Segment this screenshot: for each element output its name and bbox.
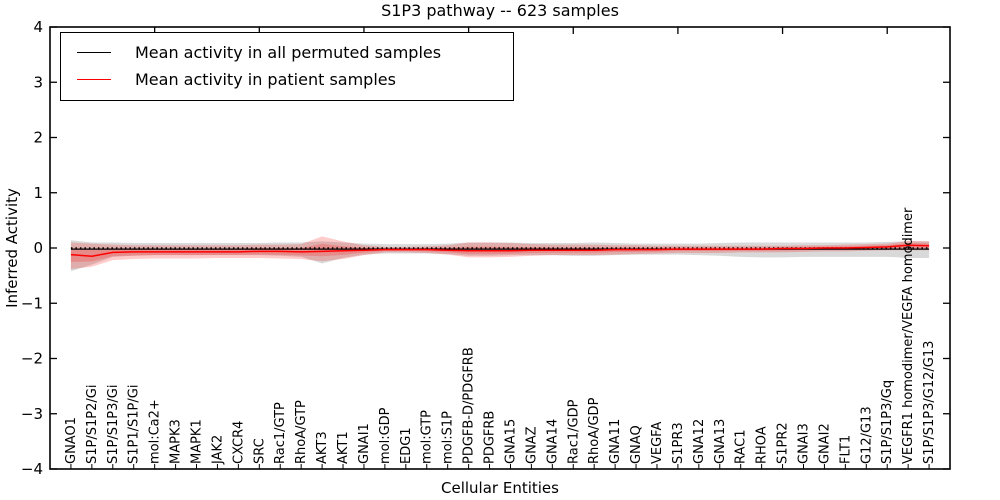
x-tick-label: PDGFB-D/PDGFRB: [462, 347, 477, 464]
x-tick-label: GNAO1: [64, 417, 79, 464]
x-tick-label: RhoA/GDP: [587, 397, 602, 464]
x-tick-label: AKT3: [315, 431, 330, 464]
patient-mean-line: [70, 244, 930, 258]
x-tick-label: GNA12: [692, 419, 707, 464]
x-tick-label: MAPK1: [190, 419, 205, 464]
x-tick-label: GNA13: [713, 419, 728, 464]
x-tick-label: MAPK3: [169, 419, 184, 464]
legend: Mean activity in all permuted samples Me…: [60, 32, 514, 101]
x-tick-label: GNA14: [545, 419, 560, 464]
x-tick-label: S1P1/S1P/Gi: [127, 385, 142, 464]
legend-label-patient: Mean activity in patient samples: [135, 70, 396, 89]
x-tick-label: PDGFRB: [483, 411, 498, 464]
x-tick-label: S1PR3: [671, 422, 686, 464]
x-tick-label: mol:S1P: [441, 411, 456, 464]
x-tick-label: Rac1/GTP: [273, 402, 288, 464]
x-tick-label: GNAI3: [796, 423, 811, 464]
x-tick-label: GNAI1: [357, 423, 372, 464]
legend-item-patient: Mean activity in patient samples: [61, 66, 513, 93]
legend-item-permuted: Mean activity in all permuted samples: [61, 39, 513, 66]
x-tick-label: RHOA: [755, 426, 770, 464]
x-tick-label: VEGFA: [650, 422, 665, 464]
x-tick-label: CXCR4: [231, 421, 246, 464]
x-tick-label: mol:GDP: [378, 407, 393, 464]
legend-label-permuted: Mean activity in all permuted samples: [135, 43, 442, 62]
y-tick-label: −1: [21, 294, 43, 312]
x-tick-label: RhoA/GTP: [294, 400, 309, 464]
x-tick-label: AKT1: [336, 431, 351, 464]
x-tick-label: S1P/S1P3/G12/G13: [922, 341, 937, 464]
x-tick-label: GNA11: [608, 419, 623, 464]
x-tick-label: mol:Ca2+: [148, 399, 163, 464]
legend-line-permuted: [77, 52, 111, 53]
y-tick-label: −4: [21, 460, 43, 478]
x-tick-label: GNAI2: [817, 423, 832, 464]
y-tick-label: −2: [21, 350, 43, 368]
x-tick-label: GNAQ: [629, 425, 644, 464]
x-tick-label: FLT1: [838, 435, 853, 464]
y-tick-label: 1: [33, 184, 43, 202]
x-tick-label: JAK2: [210, 435, 225, 465]
x-tick-label: RAC1: [734, 429, 749, 464]
x-tick-label: mol:GTP: [420, 410, 435, 464]
x-tick-label: S1P/S1P2/Gi: [85, 385, 100, 464]
y-axis-label: Inferred Activity: [3, 188, 21, 308]
y-tick-label: 2: [33, 129, 43, 147]
x-tick-label: S1PR2: [776, 422, 791, 464]
x-tick-label: G12/G13: [859, 406, 874, 464]
x-tick-label: SRC: [252, 438, 267, 464]
y-tick-label: 4: [33, 18, 43, 36]
x-tick-label: S1P/S1P3/Gi: [106, 385, 121, 464]
x-tick-label: GNA15: [503, 419, 518, 464]
y-tick-label: 0: [33, 239, 43, 257]
x-tick-label: S1P/S1P3/Gq: [880, 380, 895, 464]
x-tick-label: Rac1/GDP: [566, 399, 581, 464]
x-tick-label: GNAZ: [524, 426, 539, 464]
legend-line-patient: [77, 79, 111, 80]
x-tick-label: VEGFR1 homodimer/VEGFA homodimer: [901, 207, 916, 464]
x-tick-label: EDG1: [399, 427, 414, 464]
patient-spread-band-outer: [70, 236, 930, 269]
chart-title: S1P3 pathway -- 623 samples: [381, 1, 619, 20]
x-axis-label: Cellular Entities: [441, 479, 559, 497]
y-tick-label: 3: [33, 73, 43, 91]
y-tick-label: −3: [21, 405, 43, 423]
